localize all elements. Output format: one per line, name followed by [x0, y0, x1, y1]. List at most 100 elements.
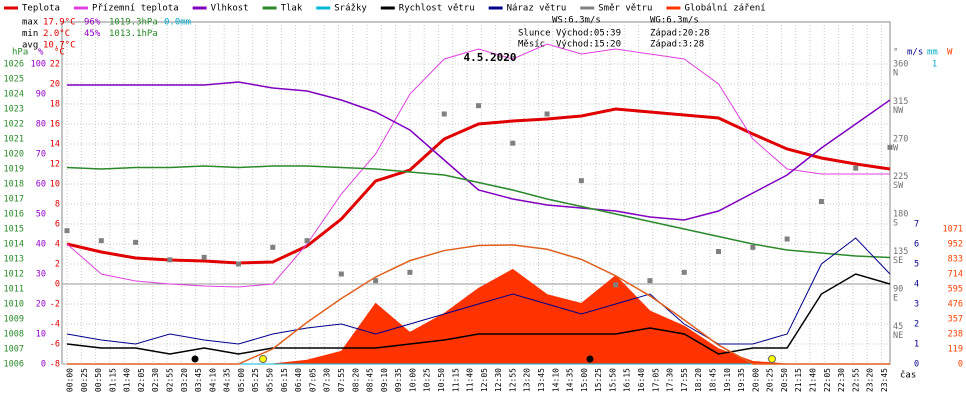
moon-rise-marker [586, 355, 594, 363]
stats-value: 0.0mm [164, 18, 191, 28]
direction-point [201, 254, 207, 260]
y-tick-label: 6 [914, 240, 919, 250]
x-tick-label: 20:50 [780, 368, 789, 392]
y-tick-label: 1010 [4, 300, 24, 310]
axis-unit: W [947, 48, 953, 58]
series-line [66, 107, 891, 265]
direction-point [167, 257, 173, 263]
y-tick-label: 225 [893, 172, 908, 182]
x-tick-label: 09:10 [380, 368, 389, 392]
stats-value: 1013.1hPa [109, 29, 158, 39]
x-tick-label: 05:00 [237, 368, 246, 392]
x-tick-label: 14:10 [551, 368, 560, 392]
stats-value: 1019.3hPa [109, 18, 158, 28]
sun-rise: Východ:05:39 [556, 29, 621, 39]
x-tick-label: 07:05 [308, 368, 317, 392]
compass-label: N [893, 69, 898, 79]
x-tick-label: 02:30 [151, 368, 160, 392]
direction-point [441, 111, 447, 117]
x-tick-label: 06:40 [294, 368, 303, 392]
direction-point [235, 261, 241, 267]
x-tick-label: 11:40 [466, 368, 475, 392]
y-tick-label: 357 [948, 315, 963, 325]
moon-rise: Východ:15:20 [556, 40, 621, 50]
direction-point [818, 199, 824, 204]
chart-title: 4.5.2020 [464, 51, 517, 64]
x-tick-label: 15:25 [594, 368, 603, 392]
marks [64, 43, 893, 365]
y-tick-label: 20 [50, 80, 60, 90]
legend-label: Teplota [22, 4, 60, 14]
x-tick-label: 06:15 [280, 368, 289, 392]
grid [62, 22, 890, 365]
direction-point [373, 278, 379, 284]
y-tick-label: -4 [50, 320, 60, 330]
direction-point [544, 111, 550, 117]
y-tick-label: 0 [914, 360, 919, 370]
direction-point [681, 269, 687, 275]
axis-unit: ° [893, 48, 898, 58]
moon-set: Západ:3:28 [650, 40, 704, 50]
x-tick-label: 12:05 [480, 368, 489, 392]
series-line [67, 244, 890, 365]
y-tick-label: -2 [50, 300, 60, 310]
y-tick-label: 3 [914, 300, 919, 310]
direction-point [510, 140, 516, 146]
y-tick-label: 2 [914, 320, 919, 330]
legend-label: Rychlost větru [399, 4, 475, 14]
compass-label: NE [893, 331, 903, 341]
y-tick-label: 0 [55, 280, 60, 290]
y-tick-label: 1018 [4, 180, 24, 190]
x-tick-label: 19:35 [737, 368, 746, 392]
x-tick-label: 22:30 [837, 368, 846, 392]
y-tick-label: 60 [36, 180, 46, 190]
legend-label: Přízemní teplota [92, 4, 179, 14]
x-tick-label: 12:55 [508, 368, 517, 392]
stats-value: 96% [84, 18, 101, 28]
series-line [66, 165, 891, 259]
x-tick-label: 02:55 [166, 368, 175, 392]
x-tick-label: 21:15 [794, 368, 803, 392]
axis-unit: hPa [12, 48, 28, 58]
legend-label: Globální záření [684, 4, 765, 14]
axis-unit: % [38, 48, 44, 58]
y-tick-label: 1071 [943, 225, 963, 235]
y-tick-label: 595 [948, 285, 963, 295]
stats-label: avg [22, 41, 38, 51]
sun-set: Západ:20:28 [650, 29, 710, 39]
x-tick-label: 07:55 [337, 368, 346, 392]
series-line [66, 273, 891, 355]
y-tick-label: 14 [50, 140, 60, 150]
y-tick-label: 100 [31, 60, 46, 70]
y-tick-label: 5 [914, 260, 919, 270]
x-tick-label: 08:45 [366, 368, 375, 392]
stats-value: 10.7°C [43, 41, 76, 51]
stats-value: 17.9°C [43, 18, 76, 28]
x-tick-label: 00:50 [94, 368, 103, 392]
y-tick-label: 0 [958, 360, 963, 370]
y-tick-label: 952 [948, 240, 963, 250]
x-tick-label: 03:20 [180, 368, 189, 392]
y-tick-label: 30 [36, 270, 46, 280]
y-tick-label: 270 [893, 135, 908, 145]
axis-unit: m/s [907, 48, 923, 58]
direction-point [133, 239, 139, 245]
x-tick-label: 16:15 [623, 368, 632, 392]
y-tick-label: -8 [50, 360, 60, 370]
y-tick-label: 16 [50, 120, 60, 130]
y-tick-label: 80 [36, 120, 46, 130]
y-tick-label: 1014 [4, 240, 24, 250]
direction-point [64, 228, 70, 234]
y-tick-label: 1015 [4, 225, 24, 235]
axis-unit: mm [927, 48, 938, 58]
moon-set-marker [191, 355, 199, 363]
x-tick-label: 08:20 [351, 368, 360, 392]
compass-label: NW [893, 106, 904, 116]
y-tick-label: 10 [50, 180, 60, 190]
y-tick-label: 1011 [4, 285, 24, 295]
x-tick-label: 23:45 [880, 368, 889, 392]
x-tick-label: 04:10 [208, 368, 217, 392]
y-tick-label: 40 [36, 240, 46, 250]
x-tick-label: 19:10 [723, 368, 732, 392]
